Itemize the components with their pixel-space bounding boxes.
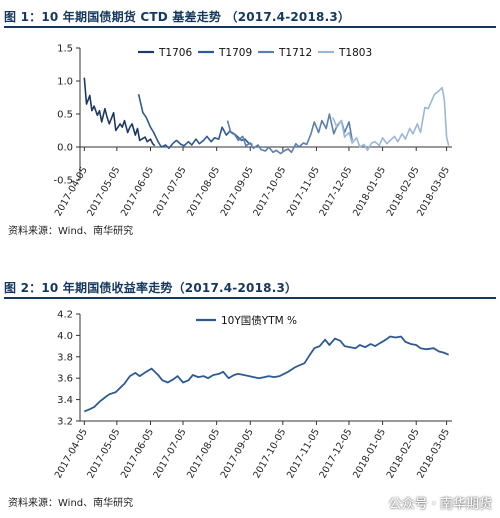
series-line-T1709 [137, 94, 253, 150]
y-tick-label: 4.0 [57, 331, 73, 342]
y-tick-label: 0.0 [57, 143, 73, 154]
x-tick-label: 2017-04-05 [53, 165, 90, 218]
watermark: 公众号 · 南华期货 [388, 497, 492, 512]
x-tick-label: 2017-05-05 [85, 165, 122, 218]
figure1-source: 资料来源：Wind、南华研究 [8, 226, 134, 237]
series-line-10Y国债YTM % [83, 335, 450, 413]
x-tick-label: 2017-05-05 [85, 427, 122, 480]
figure1-title: 图 1：10 年期国债期货 CTD 基差走势 （2017.4-2018.3） [4, 10, 351, 24]
y-tick-label: 3.4 [57, 395, 73, 406]
x-tick-label: 2018-01-05 [351, 427, 388, 480]
series-line-T1803 [331, 86, 450, 152]
x-tick-label: 2017-08-05 [185, 427, 222, 480]
y-tick-label: 4.2 [57, 310, 73, 321]
figure2-title: 图 2：10 年期国债收益率走势（2017.4-2018.3） [4, 281, 298, 295]
series-line-T1712 [226, 113, 353, 155]
legend-label-T1712: T1712 [278, 47, 312, 59]
x-tick-label: 2017-07-05 [151, 427, 188, 480]
x-tick-label: 2018-01-05 [351, 165, 388, 218]
series-line-T1706 [83, 77, 156, 147]
y-tick-label: 1.5 [57, 44, 73, 55]
figure2-source: 资料来源：Wind、南华研究 [8, 498, 134, 509]
x-tick-label: 2017-12-05 [317, 427, 354, 480]
figure2-title-rule [4, 297, 496, 299]
x-tick-label: 2017-06-05 [119, 427, 156, 480]
x-tick-label: 2017-07-05 [151, 165, 188, 218]
yield-line-chart: 3.23.43.63.84.04.22017-04-052017-05-0520… [53, 310, 452, 481]
y-tick-label: 1.0 [57, 77, 73, 88]
x-tick-label: 2017-09-05 [219, 165, 256, 218]
x-tick-label: 2017-04-05 [53, 427, 90, 480]
legend-label-T1803: T1803 [338, 47, 372, 59]
y-tick-label: 3.2 [57, 417, 73, 428]
x-tick-label: 2017-10-05 [251, 427, 288, 480]
x-tick-label: 2017-06-05 [119, 165, 156, 218]
x-tick-label: 2018-03-05 [415, 165, 452, 218]
x-tick-label: 2017-10-05 [251, 165, 288, 218]
y-tick-label: 0.5 [57, 110, 73, 121]
legend-label-T1706: T1706 [158, 47, 192, 59]
basis-line-chart: -0.50.00.51.01.52017-04-052017-05-052017… [53, 44, 452, 219]
x-tick-label: 2017-11-05 [285, 427, 322, 480]
x-tick-label: 2017-12-05 [317, 165, 354, 218]
legend-label-10Y国债YTM %: 10Y国债YTM % [221, 314, 297, 327]
y-tick-label: 3.8 [57, 352, 73, 363]
y-tick-label: 3.6 [57, 374, 73, 385]
x-tick-label: 2018-03-05 [415, 427, 452, 480]
legend-label-T1709: T1709 [218, 47, 252, 59]
x-tick-label: 2017-09-05 [219, 427, 256, 480]
y-tick-label: -0.5 [53, 176, 73, 187]
figure1-title-rule [4, 26, 496, 28]
x-tick-label: 2017-08-05 [185, 165, 222, 218]
x-tick-label: 2017-11-05 [285, 165, 322, 218]
